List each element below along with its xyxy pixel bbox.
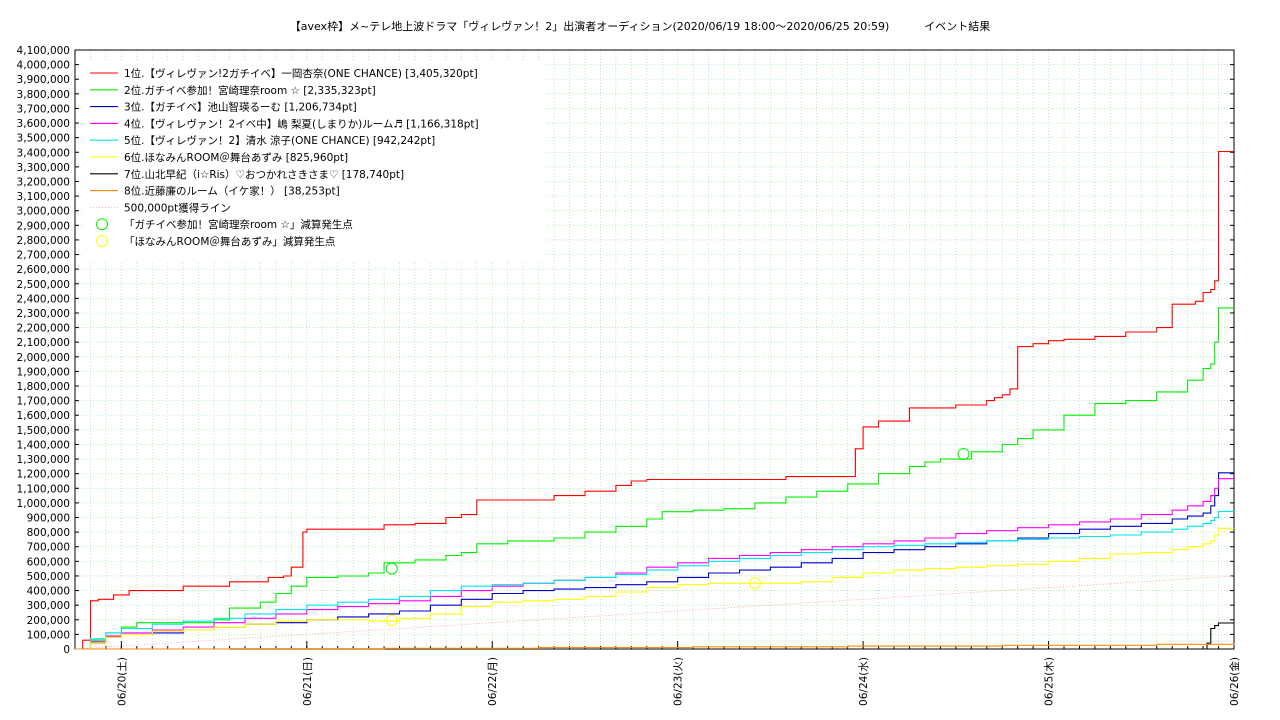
- series-line-5: [75, 510, 1234, 650]
- series-line-2: [75, 307, 1234, 650]
- y-tick-label: 1,000,000: [17, 498, 70, 510]
- y-tick-label: 300,000: [27, 600, 70, 612]
- y-tick-label: 100,000: [27, 629, 70, 641]
- series-layer: [74, 150, 1235, 650]
- y-tick-label: 200,000: [27, 615, 70, 627]
- series-line-6: [75, 527, 1234, 650]
- y-tick-label: 500,000: [27, 571, 70, 583]
- y-tick-label: 1,700,000: [17, 396, 70, 408]
- y-tick-label: 2,900,000: [17, 220, 70, 232]
- legend-marker-1: [96, 218, 108, 231]
- y-tick-label: 1,800,000: [17, 381, 70, 393]
- x-tick-label: 06/20(土): [115, 657, 128, 706]
- y-tick-label: 800,000: [27, 527, 70, 539]
- y-tick-label: 1,400,000: [17, 439, 70, 451]
- y-tick-label: 3,800,000: [17, 89, 70, 101]
- x-tick-label: 06/26(金): [1228, 657, 1241, 706]
- decrement-marker-2: [385, 614, 398, 627]
- y-tick-label: 1,100,000: [17, 483, 70, 495]
- y-tick-label: 2,000,000: [17, 352, 70, 364]
- y-tick-label: 4,100,000: [17, 45, 70, 57]
- x-tick-label: 06/23(火): [673, 657, 685, 706]
- axis-layer: 0 100,000 200,000 300,000 400,000 500,000 600,…: [17, 45, 1241, 706]
- legend: 1位.【ヴィレヴァン!2ガチイベ】一岡杏奈(ONE CHANCE) [3,405…: [84, 60, 544, 262]
- series-line-8: [75, 643, 1235, 650]
- y-tick-label: 1,200,000: [17, 469, 70, 481]
- y-tick-label: 900,000: [27, 513, 70, 525]
- legend-label-9: 500,000pt獲得ライン: [124, 201, 231, 214]
- y-tick-label: 3,200,000: [17, 176, 70, 188]
- y-tick-label: 0: [63, 644, 70, 656]
- y-tick-label: 1,500,000: [17, 425, 70, 437]
- legend-label-4: 4位.【ヴィレヴァン！2イベ中】嶋 梨夏(しまりか)ルーム♬ [1,166,31…: [124, 117, 479, 130]
- y-tick-label: 3,500,000: [17, 133, 70, 145]
- legend-box: [84, 60, 544, 262]
- y-tick-label: 3,600,000: [17, 118, 70, 130]
- x-tick-label: 06/22(月): [487, 657, 499, 706]
- x-tick-label: 06/24(水): [858, 657, 870, 706]
- marker-layer: [385, 447, 970, 627]
- legend-label-2: 2位.ガチイベ参加！宮崎理奈room ☆ [2,335,323pt]: [124, 84, 376, 97]
- y-tick-label: 600,000: [27, 556, 70, 568]
- y-tick-label: 3,900,000: [17, 74, 70, 86]
- legend-label-6: 6位.ほなみんROOM＠舞台あずみ [825,960pt]: [124, 151, 348, 164]
- legend-marker-label-2: 「ほなみんROOM＠舞台あずみ」減算発生点: [124, 235, 335, 248]
- y-tick-label: 3,000,000: [17, 206, 70, 218]
- legend-label-7: 7位.山北早紀（i☆Ris）♡おつかれさきさま♡ [178,740pt]: [124, 168, 404, 181]
- y-tick-label: 2,100,000: [17, 337, 70, 349]
- series-line-4: [75, 478, 1234, 650]
- legend-marker-2: [96, 235, 108, 247]
- y-tick-label: 1,300,000: [17, 454, 70, 466]
- y-tick-label: 3,700,000: [17, 103, 70, 115]
- legend-label-5: 5位.【ヴィレヴァン！2】清水 涼子(ONE CHANCE) [942,242p…: [124, 134, 435, 147]
- y-tick-label: 2,300,000: [17, 308, 70, 320]
- y-tick-label: 1,600,000: [17, 410, 70, 422]
- y-tick-label: 2,700,000: [17, 250, 70, 262]
- decrement-marker-1: [957, 447, 970, 460]
- series-line-7: [75, 622, 1234, 650]
- legend-label-1: 1位.【ヴィレヴァン!2ガチイベ】一岡杏奈(ONE CHANCE) [3,405…: [124, 67, 478, 80]
- y-tick-label: 400,000: [27, 586, 70, 598]
- legend-label-3: 3位.【ガチイベ】池山智瑛るーむ [1,206,734pt]: [124, 101, 357, 114]
- y-tick-label: 2,500,000: [17, 279, 70, 291]
- y-tick-label: 2,200,000: [17, 323, 70, 335]
- y-tick-label: 1,900,000: [17, 366, 70, 378]
- y-tick-label: 3,400,000: [17, 147, 70, 159]
- y-tick-label: 3,100,000: [17, 191, 70, 203]
- y-tick-label: 2,600,000: [17, 264, 70, 276]
- y-tick-label: 2,400,000: [17, 293, 70, 305]
- y-tick-label: 4,000,000: [17, 60, 70, 72]
- x-tick-label: 06/21(日): [302, 657, 314, 706]
- decrement-marker-2: [748, 577, 761, 590]
- chart-title: 【avex枠】メ~テレ地上波ドラマ「ヴィレヴァン！2」出演者オーディション(20…: [289, 20, 991, 33]
- legend-marker-label-1: 「ガチイベ参加！宮崎理奈room ☆」減算発生点: [124, 218, 353, 231]
- series-line-1: [75, 150, 1234, 650]
- y-tick-label: 2,800,000: [17, 235, 70, 247]
- series-line-9: [74, 575, 1235, 650]
- decrement-marker-1: [385, 562, 398, 575]
- x-tick-label: 06/25(木): [1044, 657, 1056, 706]
- y-tick-label: 700,000: [27, 542, 70, 554]
- legend-label-8: 8位.近藤廉のルーム（イケ家！） [38,253pt]: [124, 185, 340, 198]
- y-tick-label: 3,300,000: [17, 162, 70, 174]
